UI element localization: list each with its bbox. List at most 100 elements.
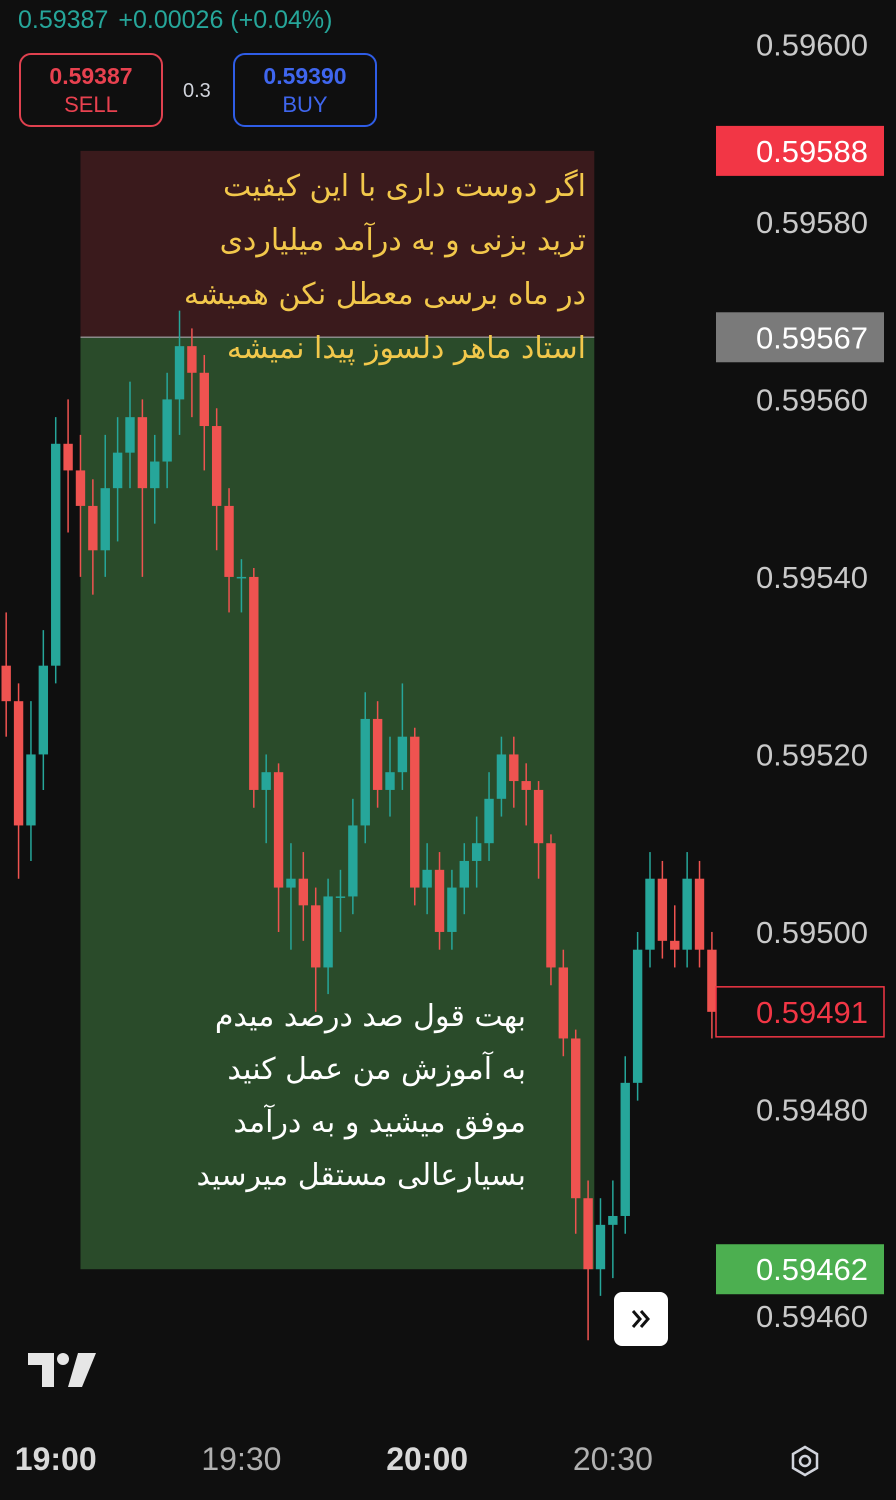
price-change: +0.00026 (+0.04%) <box>118 6 333 34</box>
candle-body <box>286 878 296 888</box>
candle-body <box>533 789 544 844</box>
candle-body <box>323 896 333 968</box>
price-label-text: 0.59491 <box>756 995 868 1030</box>
take-profit-zone <box>80 337 595 1270</box>
overlay-line: بهت قول صد درصد میدم <box>214 999 526 1034</box>
sell-label: SELL <box>64 92 118 117</box>
candle-body <box>298 878 309 906</box>
candle-body <box>484 798 494 844</box>
candle-body <box>311 905 321 968</box>
x-tick-label: 19:00 <box>15 1441 97 1477</box>
y-tick-label: 0.59540 <box>756 560 868 595</box>
price-label-text: 0.59567 <box>756 320 868 355</box>
y-tick-label: 0.59600 <box>756 27 868 62</box>
candle-body <box>273 772 284 888</box>
candle-body <box>174 346 185 400</box>
quote-header: 0.59387 +0.00026 (+0.04%) <box>18 6 342 35</box>
candle-body <box>694 878 705 950</box>
tradingview-logo[interactable] <box>28 1353 96 1387</box>
scroll-to-realtime-button[interactable] <box>614 1292 668 1346</box>
candle-body <box>447 887 457 932</box>
sell-button[interactable]: 0.59387 SELL <box>19 53 163 127</box>
candle-body <box>112 452 123 489</box>
x-tick-label: 20:30 <box>573 1441 653 1477</box>
candle-body <box>571 1038 581 1199</box>
candle-body <box>75 470 86 506</box>
candle-body <box>13 701 24 826</box>
candle-body <box>546 843 556 968</box>
candle-body <box>348 825 358 897</box>
candle-body <box>26 754 36 826</box>
y-tick-label: 0.59500 <box>756 915 868 950</box>
candle-body <box>434 869 445 932</box>
candle-body <box>595 1224 606 1270</box>
candle-body <box>670 940 680 950</box>
candle-body <box>137 417 148 489</box>
overlay-text-bottom: بهت قول صد درصد میدم به آموزش من عمل کنی… <box>197 990 526 1202</box>
overlay-line: در ماه برسی معطل نکن همیشه <box>183 277 586 312</box>
candle-body <box>558 967 569 1039</box>
x-tick-label: 20:00 <box>386 1441 468 1477</box>
buy-label: BUY <box>282 92 328 117</box>
candle-body <box>608 1215 618 1225</box>
candle-body <box>385 772 395 790</box>
candle-body <box>249 576 259 790</box>
price-label-stop <box>716 125 884 176</box>
candle-body <box>657 878 668 941</box>
price-label-target <box>716 1244 884 1295</box>
overlay-text-top: اگر دوست داری با این کیفیت ترید بزنی و ب… <box>184 160 586 376</box>
candle-body <box>397 736 408 773</box>
y-tick-label: 0.59560 <box>756 382 868 417</box>
overlay-line: به آموزش من عمل کنید <box>227 1052 526 1087</box>
overlay-line: اگر دوست داری با این کیفیت <box>223 169 586 204</box>
candle-body <box>199 372 209 427</box>
buy-price: 0.59390 <box>263 63 347 89</box>
candle-body <box>410 736 420 888</box>
candle-body <box>521 781 531 790</box>
candle-body <box>471 843 482 861</box>
sell-price: 0.59387 <box>49 63 133 89</box>
candle-body <box>38 665 49 755</box>
overlay-line: استاد ماهر دلسوز پیدا نمیشه <box>226 331 586 366</box>
candle-body <box>645 878 655 950</box>
candle-body <box>422 869 432 888</box>
y-tick-label: 0.59580 <box>756 205 868 240</box>
candle-body <box>125 417 135 453</box>
candle-body <box>682 878 692 950</box>
candle-body <box>372 718 383 790</box>
overlay-line: ترید بزنی و به درآمد میلیاردی <box>219 223 586 258</box>
candle-body <box>261 772 271 790</box>
double-chevron-right-icon <box>631 1310 650 1328</box>
candle-body <box>63 443 73 471</box>
candle-body <box>150 461 160 489</box>
overlay-line: بسیارعالی مستقل میرسید <box>196 1158 526 1193</box>
candle-body <box>459 860 469 888</box>
y-tick-label: 0.59460 <box>756 1299 868 1334</box>
price-label-entry <box>716 312 884 363</box>
stop-loss-zone <box>80 150 595 338</box>
candle-body <box>100 488 110 551</box>
candle-body <box>211 426 222 506</box>
candle-body <box>1 665 11 702</box>
candle-body <box>187 346 197 373</box>
overlay-line: موفق میشید و به درآمد <box>233 1105 526 1140</box>
candle-body <box>162 399 172 462</box>
buy-button[interactable]: 0.59390 BUY <box>233 53 377 127</box>
candle-body <box>88 505 98 551</box>
price-label-current <box>715 986 885 1038</box>
candle-body <box>496 754 507 799</box>
price-label-text: 0.59588 <box>756 134 868 169</box>
candle-body <box>236 576 247 579</box>
candle-body <box>707 949 717 1012</box>
candle-body <box>620 1082 630 1216</box>
x-tick-label: 19:30 <box>201 1441 281 1477</box>
candle-body <box>224 505 234 577</box>
settings-gear-icon[interactable] <box>788 1444 822 1478</box>
y-tick-label: 0.59480 <box>756 1092 868 1127</box>
candle-body <box>335 896 346 898</box>
price-label-text: 0.59462 <box>756 1252 868 1287</box>
spread-value: 0.3 <box>183 80 211 102</box>
candle-body <box>360 718 370 826</box>
candle-body <box>583 1198 593 1270</box>
